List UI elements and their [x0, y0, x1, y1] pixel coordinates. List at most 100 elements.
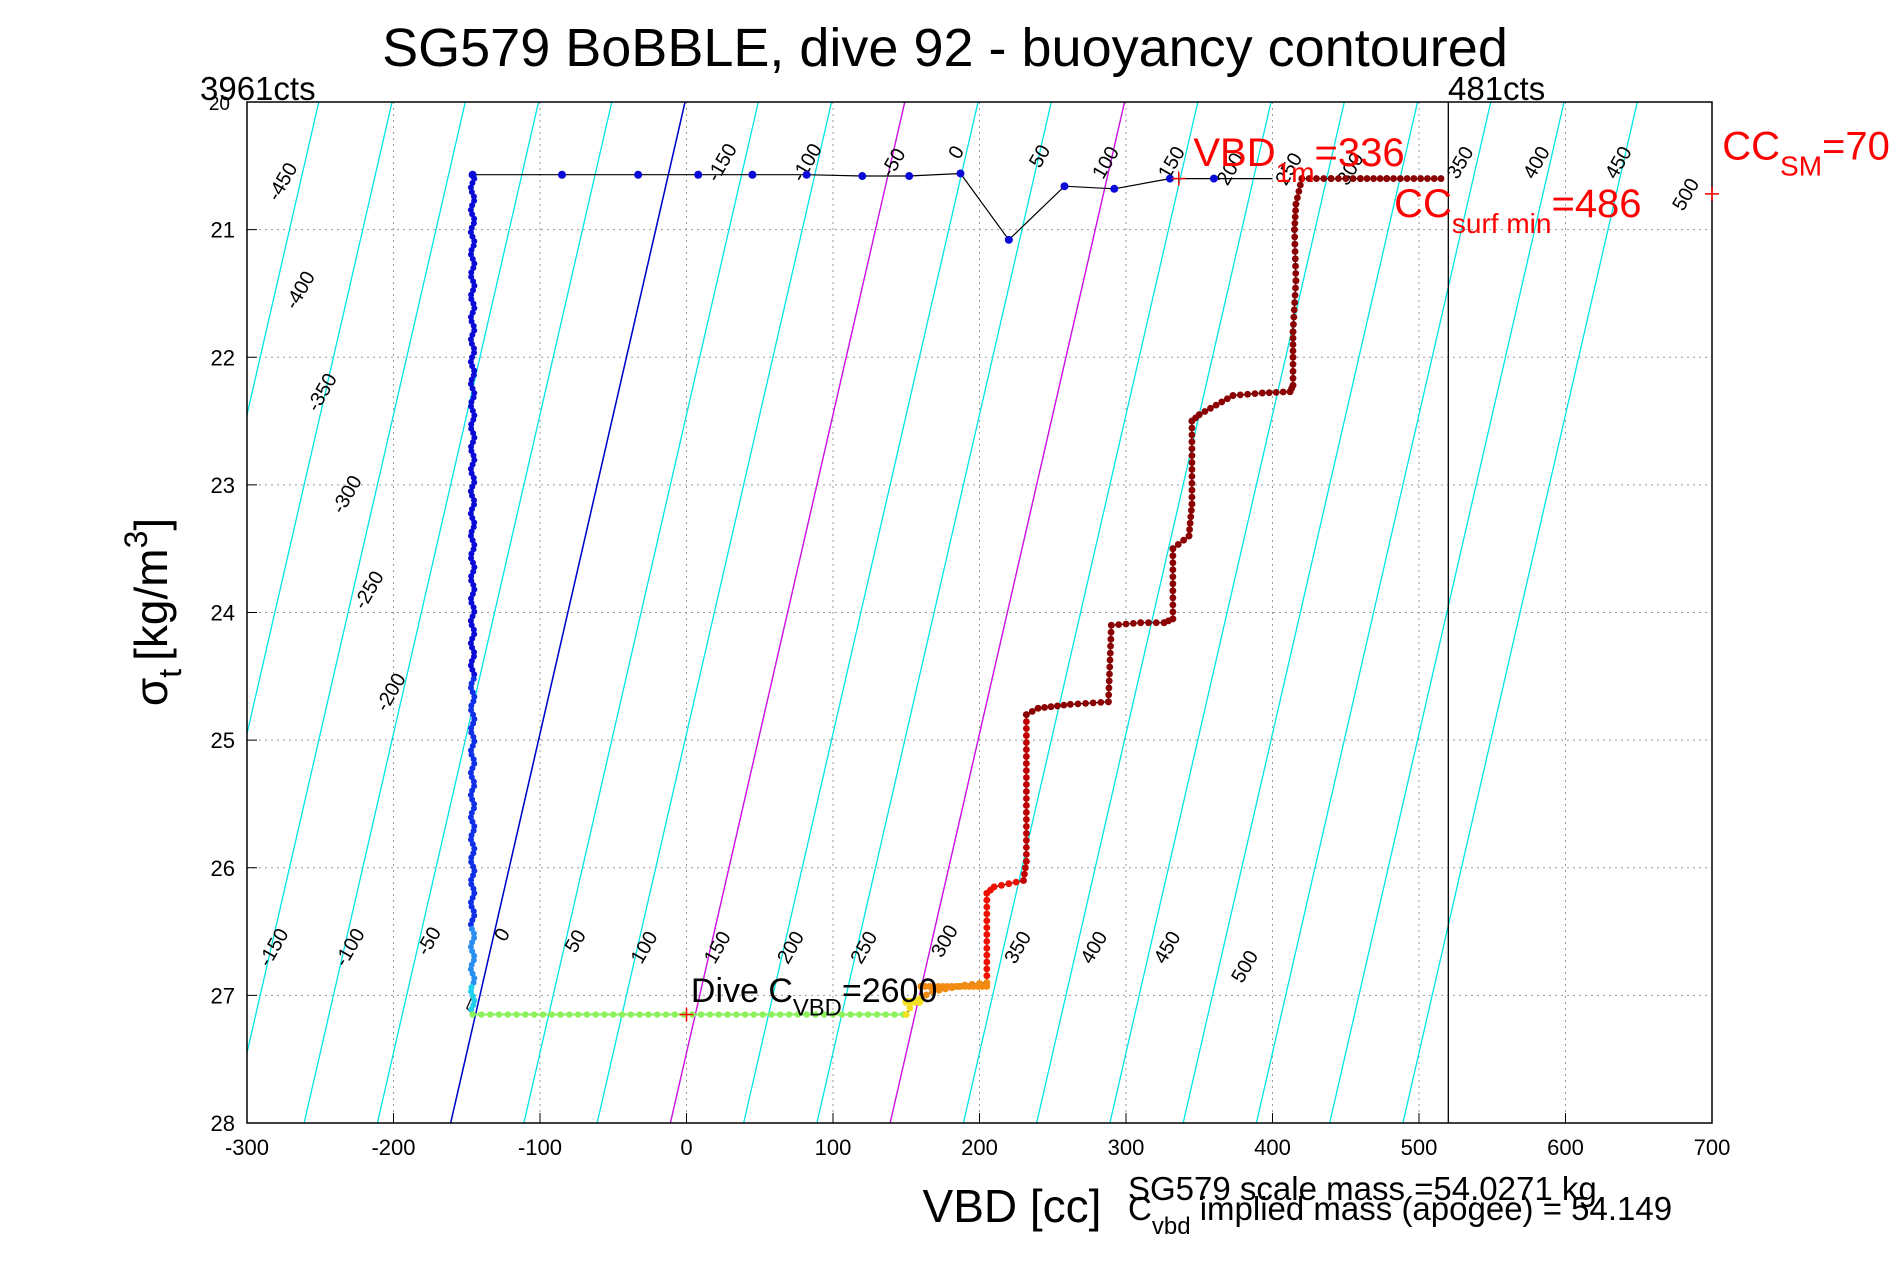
descent-depth-point — [467, 314, 474, 321]
ascent-point — [1218, 398, 1226, 406]
bottom-point — [583, 1011, 591, 1018]
ascent-point — [1152, 619, 1160, 627]
ascent-point — [1291, 213, 1299, 221]
ascent-point — [1201, 408, 1209, 415]
bottom-point — [566, 1011, 573, 1018]
descent-depth-point — [468, 832, 475, 839]
ascent-point — [929, 988, 937, 995]
ascent-point — [1390, 175, 1397, 182]
descent-depth-point — [468, 961, 475, 968]
ascent-point — [1424, 175, 1431, 182]
ascent-point — [1417, 175, 1425, 182]
ascent-point — [1292, 200, 1300, 208]
ascent-point — [1188, 452, 1196, 460]
ascent-point — [1437, 175, 1445, 182]
cyan-contour-line — [303, 102, 540, 1123]
y-tick-label: 22 — [211, 345, 235, 370]
descent-depth-point — [471, 367, 478, 374]
descent-depth-point — [471, 845, 478, 852]
ascent-point — [1291, 255, 1299, 263]
x-tick-label: 200 — [961, 1135, 998, 1160]
bottom-point — [601, 1011, 608, 1018]
ascent-point — [1054, 702, 1061, 710]
ascent-point — [1169, 608, 1177, 616]
ascent-point — [1187, 507, 1195, 514]
ascent-point — [1021, 870, 1028, 878]
ascent-point — [935, 986, 943, 994]
scale-mass-label: SG579 scale mass =54.0271 kg — [1128, 1170, 1597, 1207]
descent-depth-point — [468, 809, 475, 816]
ascent-point — [1292, 269, 1300, 277]
descent-depth-point — [470, 193, 477, 200]
y-axis-label-sup: 3 — [118, 531, 154, 549]
ascent-point — [983, 972, 991, 980]
ascent-point — [1022, 781, 1030, 788]
x-tick-label: 0 — [680, 1135, 692, 1160]
descent-depth-point — [468, 340, 475, 347]
x-tick-label: 300 — [1108, 1135, 1145, 1160]
descent-depth-point — [468, 224, 475, 231]
descent-depth-point — [471, 649, 478, 656]
ascent-point — [983, 937, 991, 945]
descent-point — [1060, 182, 1069, 191]
chart-title: SG579 BoBBLE, dive 92 - buoyancy contour… — [382, 18, 1508, 78]
descent-depth-point — [468, 984, 475, 991]
ascent-point — [1320, 175, 1328, 182]
cyan-contour-line — [1329, 102, 1565, 1123]
descent-depth-point — [468, 854, 475, 861]
bottom-point — [654, 1011, 661, 1018]
descent-depth-point — [471, 389, 478, 396]
ascent-point — [1290, 313, 1298, 321]
ascent-point — [916, 994, 924, 1002]
bottom-point — [741, 1011, 749, 1018]
ascent-point — [1186, 526, 1193, 533]
ascent-point — [1291, 299, 1299, 306]
ascent-point — [1289, 360, 1297, 368]
bottom-point — [610, 1011, 617, 1018]
descent-depth-point — [471, 519, 478, 526]
ascent-point — [1298, 175, 1306, 182]
bottom-point — [557, 1011, 564, 1018]
descent-depth-point — [471, 975, 478, 982]
descent-depth-point — [470, 452, 477, 459]
ascent-point — [1169, 594, 1177, 602]
ascent-point — [1022, 809, 1030, 816]
descent-point — [1209, 174, 1218, 183]
ascent-point — [906, 1004, 914, 1012]
x-tick-label: 500 — [1401, 1135, 1438, 1160]
descent-depth-point — [468, 318, 475, 325]
cyan-contour-line — [0, 102, 99, 1123]
bottom-point — [812, 1011, 819, 1018]
descent-depth-point — [468, 876, 475, 883]
ascent-point — [1107, 621, 1115, 629]
ascent-point — [1229, 392, 1237, 399]
top-right-counts-label: 481cts — [1448, 70, 1545, 107]
y-tick-label: 25 — [211, 728, 235, 753]
y-tick-label: 27 — [211, 983, 235, 1008]
bottom-point — [768, 1011, 775, 1018]
descent-depth-point — [470, 1001, 477, 1008]
descent-depth-point — [468, 269, 475, 276]
ascent-point — [1236, 391, 1244, 399]
ascent-point — [1305, 175, 1313, 182]
bottom-point — [759, 1011, 766, 1018]
ascent-point — [983, 896, 991, 904]
ascent-point — [998, 881, 1005, 889]
magenta-contour-line — [889, 102, 1126, 1123]
ascent-point — [983, 951, 991, 959]
cyan-contour-line — [1255, 102, 1492, 1123]
descent-depth-point — [469, 211, 476, 218]
cyan-contour-line — [1036, 102, 1272, 1123]
ascent-point — [1022, 767, 1030, 774]
ascent-point — [1296, 181, 1304, 189]
ascent-point — [1169, 552, 1177, 560]
descent-depth-point — [468, 926, 475, 933]
bottom-point — [873, 1011, 881, 1018]
descent-depth-point — [468, 702, 475, 709]
ascent-point — [1105, 677, 1113, 685]
x-tick-label: -100 — [518, 1135, 562, 1160]
ascent-point — [1396, 175, 1404, 182]
ascent-point — [1289, 334, 1297, 342]
bottom-point — [838, 1011, 845, 1018]
